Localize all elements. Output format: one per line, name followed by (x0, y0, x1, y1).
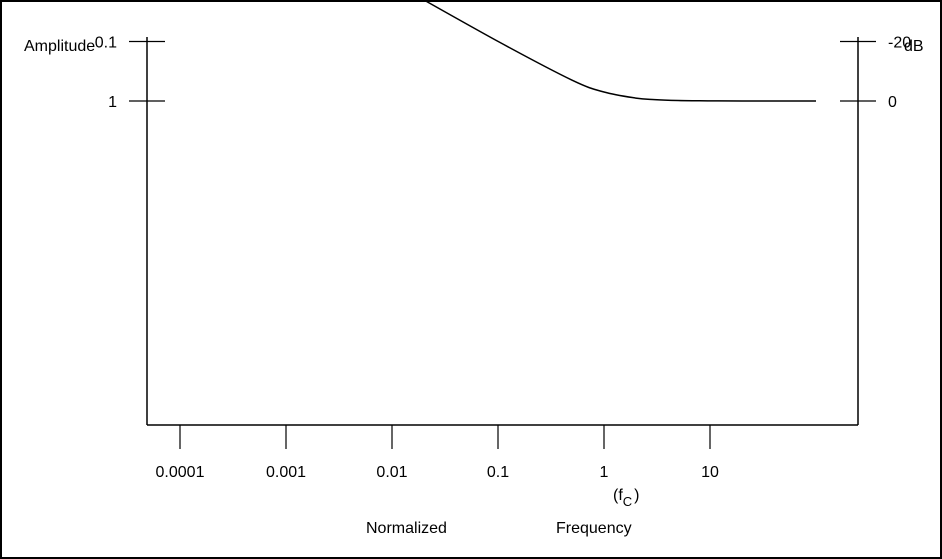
y-left-tick-label: 1 (108, 94, 117, 111)
y-left-tick-label: 0.1 (95, 35, 117, 52)
cutoff-note-base: (f (613, 487, 623, 504)
y-axis-right-title: dB (904, 38, 924, 55)
x-tick-label: 1 (600, 464, 609, 481)
response-curve (422, 0, 816, 102)
y-right-tick-label: 0 (888, 94, 897, 111)
y-right-tick-label: -20 (888, 35, 911, 52)
x-tick-label: 10 (701, 464, 719, 481)
cutoff-note-subscript: C (623, 494, 632, 509)
x-tick-label: 0.0001 (156, 464, 205, 481)
y-right-ticks: 0-20-40-60-80 (840, 35, 911, 111)
x-tick-label: 0.001 (266, 464, 306, 481)
x-axis-title-word-1: Normalized (366, 520, 447, 537)
x-tick-label: 0.1 (487, 464, 509, 481)
x-axis-title-word-2: Frequency (556, 520, 632, 537)
x-ticks: 0.0001 0.001 0.01 0.1 1 10 (156, 425, 719, 481)
x-tick-label: 0.01 (376, 464, 407, 481)
cutoff-frequency-note: (fC) (613, 487, 640, 509)
cutoff-note-close: ) (634, 487, 639, 504)
y-axis-left-title: Amplitude (24, 38, 95, 55)
